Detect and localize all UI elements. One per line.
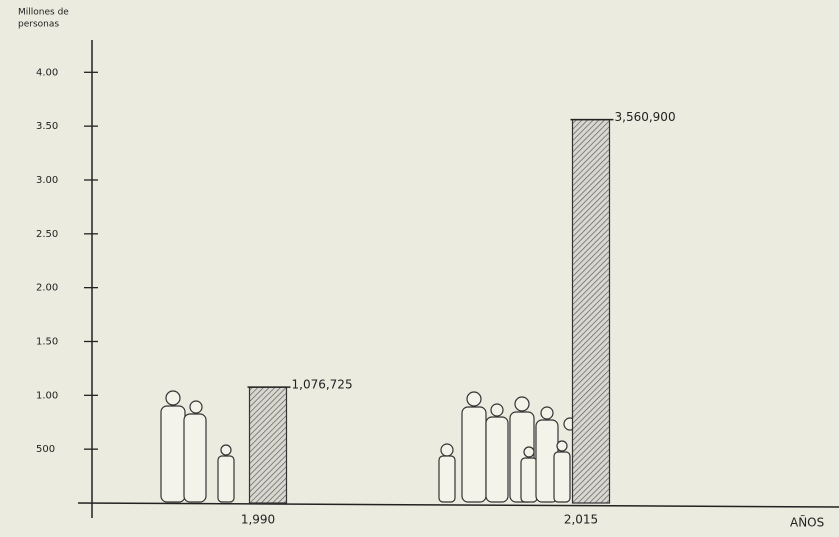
x-tick-label: 1,990 bbox=[241, 513, 275, 527]
y-tick-label: 500 bbox=[36, 444, 55, 455]
x-axis bbox=[77, 502, 839, 508]
x-axis-label: AÑOS bbox=[790, 515, 824, 530]
bar bbox=[248, 386, 288, 504]
y-axis-label: personas bbox=[18, 20, 59, 30]
y-tick-label: 1.00 bbox=[36, 390, 58, 401]
people-group bbox=[160, 390, 577, 503]
y-tick-label: 1.50 bbox=[36, 336, 58, 347]
value-label: 1,076,725 bbox=[292, 378, 353, 392]
y-tick-label: 2.50 bbox=[36, 229, 58, 240]
bar bbox=[571, 118, 611, 504]
y-tick-label: 2.00 bbox=[36, 283, 58, 294]
y-tick-label: 3.50 bbox=[36, 121, 58, 132]
y-tick-label: 4.00 bbox=[36, 67, 58, 78]
value-label: 3,560,900 bbox=[615, 110, 676, 124]
x-tick-label: 2,015 bbox=[564, 513, 598, 527]
y-axis-label: Millones de bbox=[18, 8, 69, 18]
y-tick-label: 3.00 bbox=[36, 175, 58, 186]
